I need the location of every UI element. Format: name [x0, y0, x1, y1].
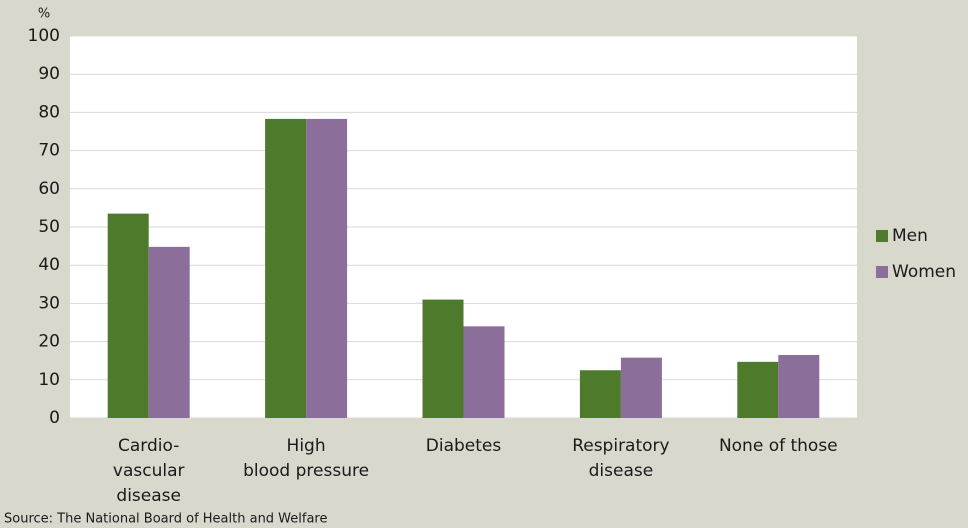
- bar: [265, 118, 307, 419]
- legend-label: Women: [892, 262, 956, 282]
- legend-label: Men: [892, 226, 928, 246]
- y-tick-label: 90: [38, 64, 60, 84]
- x-tick-label: None of those: [719, 436, 838, 456]
- legend-swatch: [876, 266, 888, 278]
- y-tick-label: 50: [38, 217, 60, 237]
- y-tick-label: 40: [38, 255, 60, 275]
- bar: [620, 357, 662, 418]
- bar: [737, 361, 779, 418]
- y-tick-label: 10: [38, 370, 60, 390]
- bar: [306, 118, 348, 419]
- y-tick-label: 30: [38, 293, 60, 313]
- y-tick-label: 20: [38, 332, 60, 352]
- y-unit: %: [38, 7, 50, 22]
- x-tick-label: vascular: [113, 461, 185, 481]
- bar: [579, 370, 621, 418]
- x-tick-label: disease: [589, 461, 654, 481]
- legend-swatch: [876, 230, 888, 242]
- bar: [778, 354, 820, 418]
- x-tick-label: Cardio-: [118, 436, 179, 456]
- x-tick-label: blood pressure: [243, 461, 369, 481]
- bar: [422, 299, 464, 418]
- y-tick-label: 80: [38, 102, 60, 122]
- y-tick-label: 70: [38, 141, 60, 161]
- y-tick-label: 60: [38, 179, 60, 199]
- bar: [107, 213, 149, 418]
- x-tick-label: High: [287, 436, 326, 456]
- y-tick-label: 100: [28, 26, 60, 46]
- x-tick-label: Respiratory: [572, 436, 669, 456]
- source: Source: The National Board of Health and…: [4, 512, 328, 527]
- bar: [463, 326, 505, 418]
- x-tick-label: Diabetes: [426, 436, 502, 456]
- y-tick-label: 0: [49, 408, 60, 428]
- bar: [148, 246, 190, 418]
- x-tick-label: disease: [116, 486, 181, 506]
